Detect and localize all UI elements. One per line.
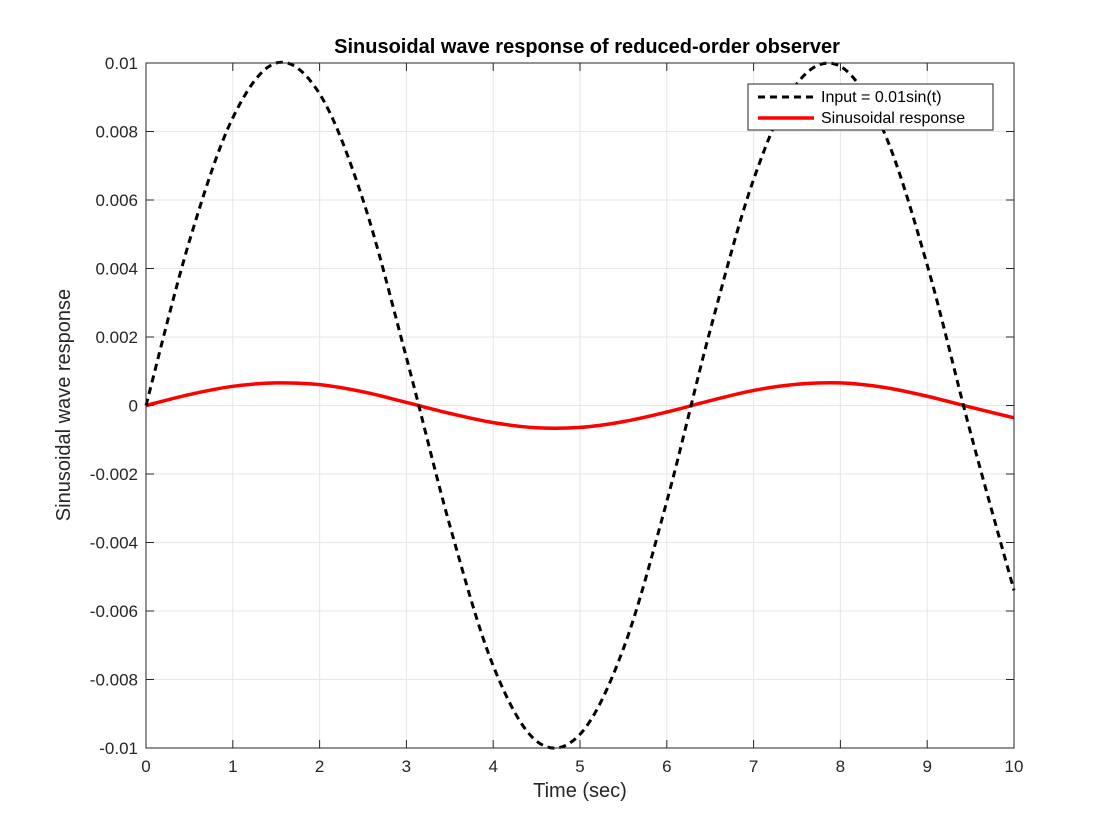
y-tick-label: 0.004 [95, 260, 138, 279]
y-tick-label: -0.004 [90, 534, 138, 553]
series-line-response [145, 380, 1015, 431]
y-tick-label: -0.01 [99, 739, 138, 758]
legend-entry: Input = 0.01sin(t) [821, 89, 942, 106]
y-axis-ticks: -0.01 -0.008 -0.006 -0.004 -0.002 0 0.002 0.004… [90, 54, 1014, 758]
x-tick-label: 6 [662, 757, 671, 776]
y-tick-label: 0.002 [95, 328, 138, 347]
y-axis-label: Sinusoidal wave response [53, 289, 75, 521]
chart-title: Sinusoidal wave response of reduced-orde… [334, 36, 840, 58]
y-tick-label: 0.008 [95, 123, 138, 142]
series-line-input [144, 60, 1016, 750]
y-tick-label: 0.01 [105, 54, 138, 73]
x-tick-label: 2 [315, 757, 324, 776]
x-tick-label: 7 [749, 757, 758, 776]
x-tick-label: 9 [922, 757, 931, 776]
x-tick-label: 8 [836, 757, 845, 776]
x-tick-label: 10 [1005, 757, 1024, 776]
y-tick-label: 0.006 [95, 191, 138, 210]
x-axis-label: Time (sec) [533, 780, 627, 802]
x-axis-ticks: 0 1 2 3 4 5 6 7 8 9 10 [141, 63, 1023, 776]
legend-entry: Sinusoidal response [821, 110, 965, 127]
x-tick-label: 0 [141, 757, 150, 776]
legend: Input = 0.01sin(t) Sinusoidal response [747, 83, 994, 131]
y-tick-label: 0 [129, 397, 138, 416]
series-layer [144, 60, 1016, 750]
y-tick-label: -0.002 [90, 465, 138, 484]
x-tick-label: 4 [488, 757, 497, 776]
x-tick-label: 1 [228, 757, 237, 776]
x-tick-label: 3 [402, 757, 411, 776]
y-tick-label: -0.006 [90, 602, 138, 621]
x-tick-label: 5 [575, 757, 584, 776]
legend-box [747, 83, 994, 131]
y-tick-label: -0.008 [90, 671, 138, 690]
